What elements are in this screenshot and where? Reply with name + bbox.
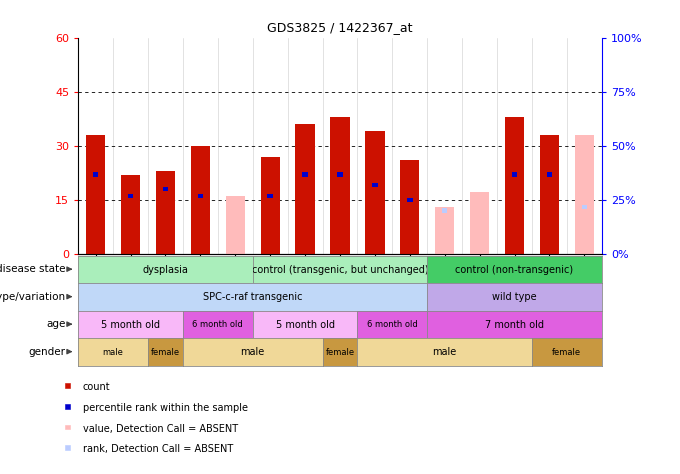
Text: wild type: wild type [492, 292, 537, 302]
Bar [121, 174, 140, 254]
Bar [435, 207, 454, 254]
Text: male: male [103, 348, 124, 356]
Bar [303, 173, 308, 177]
Text: male: male [241, 347, 265, 357]
Text: 5 month old: 5 month old [101, 319, 160, 330]
Text: female: female [552, 348, 581, 356]
Bar [540, 135, 559, 254]
Bar [65, 446, 70, 450]
Bar [547, 173, 552, 177]
Text: percentile rank within the sample: percentile rank within the sample [83, 403, 248, 413]
Bar [65, 404, 70, 409]
Text: disease state: disease state [0, 264, 66, 274]
Bar [65, 425, 70, 429]
Text: value, Detection Call = ABSENT: value, Detection Call = ABSENT [83, 424, 238, 434]
Text: rank, Detection Call = ABSENT: rank, Detection Call = ABSENT [83, 444, 233, 454]
Bar [267, 194, 273, 198]
Text: dysplasia: dysplasia [143, 264, 188, 275]
Text: genotype/variation: genotype/variation [0, 292, 66, 301]
Bar [226, 196, 245, 254]
Bar [260, 156, 279, 254]
Bar [505, 117, 524, 254]
Bar [372, 183, 377, 187]
Bar [407, 198, 413, 202]
Bar [86, 135, 105, 254]
Bar [65, 383, 70, 388]
Bar [156, 171, 175, 254]
Text: control (transgenic, but unchanged): control (transgenic, but unchanged) [252, 264, 428, 275]
Bar [163, 187, 168, 191]
Bar [191, 146, 210, 254]
Text: male: male [432, 347, 457, 357]
Bar [128, 194, 133, 198]
Text: 6 month old: 6 month old [192, 320, 243, 329]
Bar [296, 124, 315, 254]
Text: gender: gender [29, 346, 66, 356]
Bar [93, 173, 99, 177]
Text: female: female [326, 348, 354, 356]
Bar [512, 173, 517, 177]
Bar [330, 117, 350, 254]
Text: SPC-c-raf transgenic: SPC-c-raf transgenic [203, 292, 303, 302]
Text: 5 month old: 5 month old [275, 319, 335, 330]
Bar [401, 160, 420, 254]
Bar [581, 205, 587, 209]
Bar [470, 192, 489, 254]
Text: 6 month old: 6 month old [367, 320, 418, 329]
Bar [575, 135, 594, 254]
Text: age: age [46, 319, 66, 329]
Text: female: female [151, 348, 180, 356]
Title: GDS3825 / 1422367_at: GDS3825 / 1422367_at [267, 21, 413, 34]
Bar [365, 131, 384, 254]
Bar [337, 173, 343, 177]
Text: count: count [83, 382, 111, 392]
Text: control (non-transgenic): control (non-transgenic) [456, 264, 574, 275]
Bar [442, 208, 447, 213]
Text: 7 month old: 7 month old [485, 319, 544, 330]
Bar [198, 194, 203, 198]
